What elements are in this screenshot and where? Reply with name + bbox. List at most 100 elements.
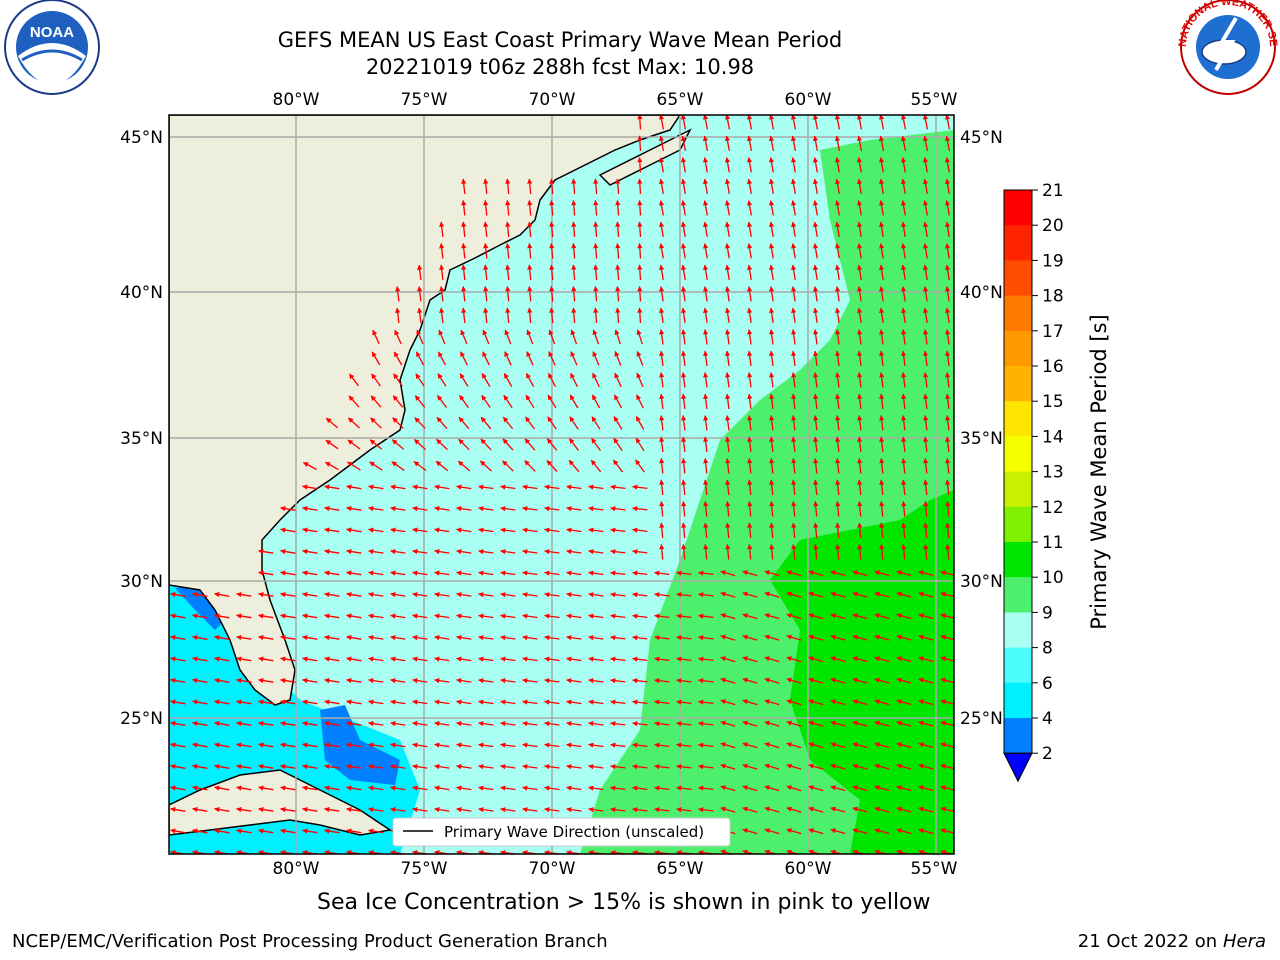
wave-arrow — [390, 549, 406, 555]
wave-arrow — [808, 763, 824, 770]
wave-arrow — [632, 527, 648, 533]
wave-arrow — [610, 807, 626, 813]
wave-arrow — [901, 415, 907, 431]
wave-arrow — [879, 350, 885, 366]
wave-arrow — [746, 157, 753, 173]
wave-arrow — [923, 543, 929, 560]
wave-arrow — [720, 806, 736, 813]
wave-arrow — [768, 200, 775, 216]
wave-arrow — [725, 286, 731, 302]
wave-arrow — [412, 678, 428, 684]
wave-arrow — [764, 613, 780, 620]
wave-arrow — [918, 656, 934, 663]
wave-arrow — [458, 438, 470, 451]
wave-arrow — [483, 285, 489, 302]
wave-arrow — [461, 221, 467, 238]
wave-arrow — [302, 634, 318, 641]
wave-arrow — [614, 329, 622, 345]
wave-arrow — [835, 522, 841, 539]
wave-arrow — [835, 479, 841, 496]
wave-arrow — [900, 178, 907, 195]
wave-arrow — [830, 720, 846, 727]
wave-arrow — [415, 373, 425, 387]
wave-arrow — [522, 613, 538, 619]
wave-arrow — [742, 677, 758, 684]
wave-arrow — [503, 373, 513, 387]
wave-arrow — [856, 115, 863, 130]
wave-arrow — [413, 439, 427, 450]
wave-arrow — [923, 286, 929, 302]
wave-arrow — [724, 178, 731, 195]
wave-arrow — [879, 372, 885, 388]
wave-arrow — [505, 199, 511, 216]
wave-arrow — [813, 286, 819, 302]
wave-arrow — [390, 570, 406, 576]
wave-arrow — [658, 135, 665, 152]
wave-arrow — [632, 785, 648, 791]
wave-arrow — [324, 806, 340, 813]
wave-arrow — [570, 351, 578, 366]
wave-arrow — [544, 678, 560, 684]
wave-arrow — [896, 570, 912, 577]
wave-arrow — [170, 634, 186, 641]
wave-arrow — [944, 178, 951, 195]
wave-arrow — [742, 656, 758, 663]
wave-arrow — [346, 828, 362, 834]
wave-arrow — [813, 543, 819, 560]
colorbar: 21 20 19 18 17 16 15 14 13 12 11 10 9 8 6 4 2 — [1003, 181, 1064, 783]
wave-arrow — [852, 763, 868, 770]
wave-arrow — [544, 635, 560, 641]
wave-arrow — [746, 200, 753, 216]
wave-arrow — [568, 438, 580, 451]
wave-arrow — [324, 720, 340, 727]
wave-arrow — [302, 613, 318, 619]
wave-arrow — [900, 221, 907, 238]
wave-arrow — [852, 570, 868, 577]
wave-arrow — [593, 285, 599, 302]
wave-arrow — [522, 592, 538, 598]
wave-arrow — [434, 721, 450, 727]
wave-arrow — [702, 243, 709, 259]
wave-arrow — [940, 699, 954, 705]
wave-arrow — [658, 157, 665, 173]
wave-arrow — [747, 543, 753, 560]
wave-arrow — [544, 506, 560, 512]
colorbar-tick-label: 17 — [1042, 322, 1064, 342]
colorbar-swatch — [1004, 436, 1032, 473]
wave-arrow — [478, 807, 494, 813]
wave-arrow — [725, 436, 731, 453]
wave-arrow — [434, 635, 450, 641]
wave-arrow — [808, 570, 824, 577]
wave-arrow — [918, 742, 934, 749]
wave-arrow — [571, 178, 577, 195]
wave-arrow — [830, 656, 846, 663]
wave-arrow — [324, 613, 340, 619]
svg-text:NATIONAL WEATHER SERVICE: NATIONAL WEATHER SERVICE — [0, 0, 1279, 47]
wave-arrow — [747, 372, 753, 388]
colorbar-tick-label: 18 — [1042, 287, 1064, 307]
wave-arrow — [214, 699, 230, 705]
wave-arrow — [857, 436, 863, 453]
wave-arrow — [522, 527, 538, 533]
wave-arrow — [413, 460, 427, 472]
wave-arrow — [697, 656, 714, 662]
wave-arrow — [654, 785, 670, 791]
wave-arrow — [566, 807, 582, 813]
wave-arrow — [813, 307, 819, 323]
wave-arrow — [659, 372, 665, 388]
graticule — [169, 115, 954, 854]
wave-arrow — [742, 806, 758, 813]
wave-arrow — [945, 329, 951, 345]
wave-arrow — [812, 264, 819, 281]
wave-arrow — [632, 592, 648, 598]
wave-arrow — [324, 828, 340, 834]
wave-arrow — [834, 243, 841, 259]
wave-arrow — [192, 763, 208, 770]
wave-arrow — [940, 763, 954, 770]
wave-arrow — [392, 395, 404, 408]
wave-arrow — [676, 613, 692, 619]
wave-arrow — [393, 351, 403, 366]
wave-arrow — [324, 505, 340, 512]
map-frame — [168, 114, 955, 855]
wave-arrow — [923, 415, 929, 431]
